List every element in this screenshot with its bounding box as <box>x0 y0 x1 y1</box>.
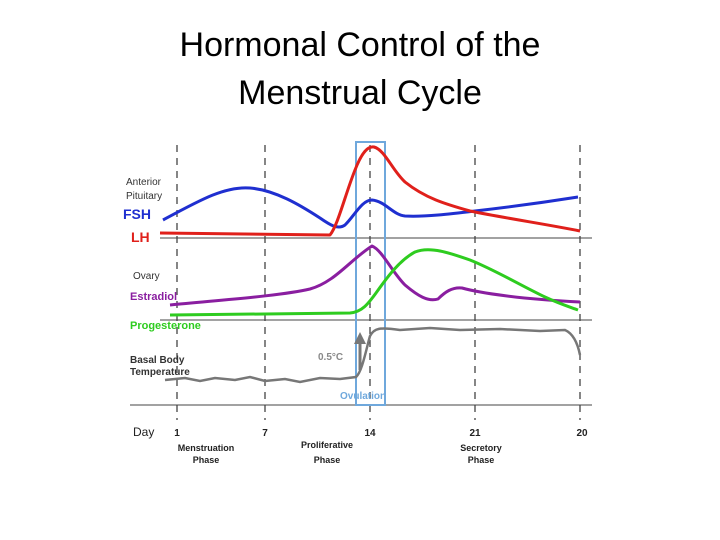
phase-label: Proliferative <box>301 440 353 450</box>
day-label: 7 <box>262 428 268 439</box>
label: Progesterone <box>130 320 201 332</box>
phase-label: Menstruation <box>178 443 235 453</box>
label: Estradiol <box>130 291 177 303</box>
temperature-curve <box>164 326 582 384</box>
label: Ovulation <box>340 391 386 402</box>
day-label: 20 <box>576 428 588 439</box>
label: Pituitary <box>126 191 162 202</box>
label: Temperature <box>130 367 190 378</box>
day-label: 21 <box>469 428 481 439</box>
label: Basal Body <box>130 355 185 366</box>
label: Anterior <box>126 177 162 188</box>
label: Ovary <box>133 271 160 282</box>
label: Day <box>133 425 154 439</box>
lh-curve <box>159 145 581 237</box>
phase-label: Secretory <box>460 443 502 453</box>
phase-label: Phase <box>468 455 495 465</box>
phase-label: Phase <box>193 455 220 465</box>
title-line: Menstrual Cycle <box>238 74 482 112</box>
progesterone-curve <box>169 248 579 317</box>
day-label: 14 <box>364 428 376 439</box>
fsh-curve <box>162 186 579 229</box>
label: FSH <box>123 206 151 222</box>
label: LH <box>131 229 150 245</box>
label: 0.5°C <box>318 352 343 363</box>
day-label: 1 <box>174 428 180 439</box>
estradiol-curve <box>169 244 581 307</box>
ovulation-box <box>355 141 386 406</box>
temp-arrow-head <box>354 332 366 344</box>
title-line: Hormonal Control of the <box>180 26 541 64</box>
phase-label: Phase <box>314 455 341 465</box>
grid <box>130 145 592 420</box>
